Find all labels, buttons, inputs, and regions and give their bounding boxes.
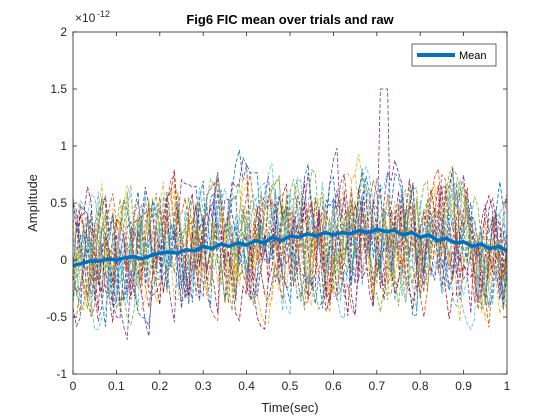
x-tick-label: 0 — [70, 379, 77, 393]
x-axis-ticks: 0 0.1 0.2 0.3 0.4 0.5 0.6 0.7 0.8 0.9 1 — [70, 32, 511, 393]
y-tick-label: 0.5 — [50, 196, 67, 210]
x-tick-label: 0.6 — [325, 379, 342, 393]
raw-trial-line — [72, 149, 508, 328]
y-tick-label: 1 — [60, 139, 67, 153]
x-tick-label: 0.9 — [455, 379, 472, 393]
y-tick-label: -1 — [56, 367, 67, 381]
mean-series — [72, 227, 508, 268]
x-tick-label: 0.1 — [108, 379, 125, 393]
x-tick-label: 0.8 — [412, 379, 429, 393]
raw-trial-line — [72, 173, 508, 315]
x-tick-label: 0.7 — [368, 379, 385, 393]
y-exponent-base: ×10 — [75, 11, 96, 25]
raw-trial-line — [72, 177, 508, 330]
raw-trial-lines — [72, 88, 508, 340]
y-exponent-power: -12 — [97, 9, 110, 19]
x-tick-label: 0.2 — [151, 379, 168, 393]
raw-trial-line — [72, 173, 508, 322]
raw-trial-line — [72, 168, 508, 316]
raw-trial-line — [72, 172, 508, 314]
x-tick-label: 0.3 — [195, 379, 212, 393]
x-axis-label: Time(sec) — [261, 400, 318, 415]
x-tick-label: 0.4 — [238, 379, 255, 393]
y-tick-label: 1.5 — [50, 82, 67, 96]
y-axis-label: Amplitude — [25, 174, 40, 232]
legend-mean-label: Mean — [459, 50, 487, 62]
raw-trial-line — [72, 172, 508, 307]
chart-title: Fig6 FIC mean over trials and raw — [186, 12, 394, 27]
raw-trial-line — [72, 159, 508, 340]
x-tick-label: 1 — [504, 379, 511, 393]
mean-line — [72, 227, 508, 268]
y-tick-label: 2 — [60, 25, 67, 39]
y-tick-label: 0 — [60, 253, 67, 267]
raw-trial-line — [72, 163, 508, 315]
legend: Mean — [411, 43, 497, 67]
raw-trial-line — [72, 174, 508, 328]
raw-trial-line — [72, 156, 508, 322]
y-axis-ticks: -1 -0.5 0 0.5 1 1.5 2 — [46, 25, 507, 381]
y-tick-label: -0.5 — [46, 310, 67, 324]
x-tick-label: 0.5 — [282, 379, 299, 393]
